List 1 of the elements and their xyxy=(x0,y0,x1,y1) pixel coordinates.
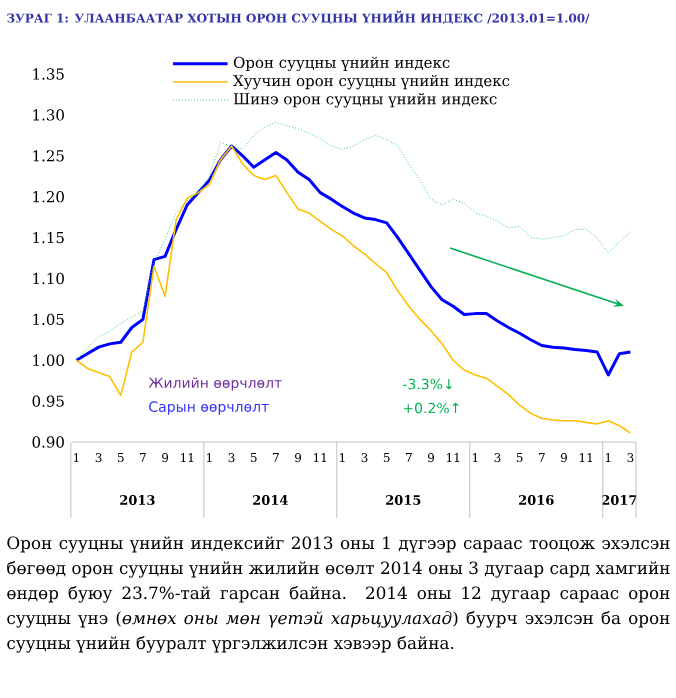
text: Орон сууцны үнийн индексийг 2013 оны 1 дүгээр сараас тооцож эхэлсэн бөгөөд орон сууцны үнийн жилийн өсөлт 2014 оны 3 дугаар сард хамгийн өндөр буюу 23.7%-тай гарсан байна. 2014 оны 12 дугаар сараас орон сууцны үнэ (өмнөх оны мөн үетэй харьцуулахад) буурч эхэлсэн ба орон сууцны үнийн бууралт үргэлжилсэн хэвээр байна. xyxy=(7,536,670,653)
